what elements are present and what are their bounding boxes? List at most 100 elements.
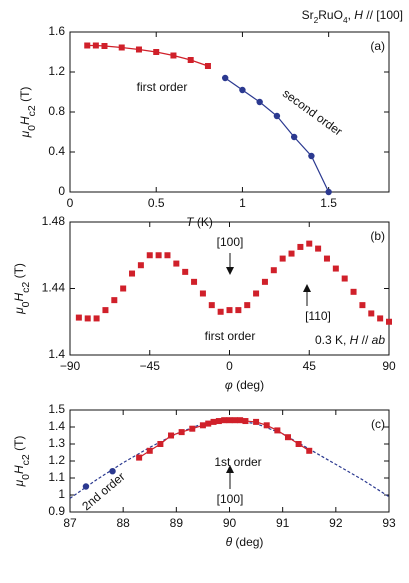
data-point — [273, 112, 281, 120]
x-axis-label: θ (deg) — [226, 535, 264, 549]
y-axis-label-part: H — [12, 293, 26, 302]
data-point — [295, 441, 302, 447]
data-point — [231, 417, 238, 424]
data-point — [239, 86, 246, 94]
data-point — [235, 307, 242, 314]
x-tick-label: 1.5 — [320, 196, 337, 210]
data-point — [221, 74, 229, 82]
y-tick-label: 1.1 — [48, 470, 65, 484]
y-tick-label: 0.9 — [48, 504, 65, 518]
panel-label: (a) — [370, 39, 385, 53]
data-point — [237, 417, 244, 424]
y-axis-label-part: H — [12, 465, 26, 474]
chart-title-part: RuO — [318, 8, 343, 22]
data-point — [178, 429, 185, 436]
data-point — [261, 278, 268, 285]
y-tick-label: 1.6 — [48, 24, 65, 38]
x-tick-label: 1 — [239, 196, 246, 210]
y-tick-label: 1.4 — [48, 419, 65, 433]
y-axis-label-part: μ — [18, 130, 32, 138]
annotation: [100] — [217, 235, 244, 249]
x-tick-label: 88 — [116, 516, 130, 530]
annotation: [100] — [217, 492, 244, 506]
data-point — [75, 314, 82, 321]
data-point — [109, 468, 116, 475]
panel-label: (c) — [371, 417, 385, 431]
x-tick-label: 45 — [303, 359, 317, 373]
annotation: [110] — [305, 309, 331, 323]
y-axis-label-part: c2 — [20, 282, 32, 293]
data-point — [173, 260, 180, 267]
data-point — [135, 46, 142, 53]
y-axis-label-part: 0 — [20, 474, 32, 480]
data-point — [284, 434, 291, 441]
x-tick-label: 93 — [382, 516, 396, 530]
x-tick-label: −90 — [60, 359, 81, 373]
data-point — [182, 268, 189, 275]
x-axis-label-part: φ — [225, 378, 233, 392]
data-point — [137, 262, 144, 269]
data-point — [111, 297, 118, 304]
data-point — [168, 432, 175, 439]
data-point — [146, 447, 153, 454]
data-point — [208, 302, 215, 309]
data-point — [270, 267, 277, 274]
y-axis-label-part: μ — [12, 307, 26, 315]
data-point — [306, 240, 313, 247]
data-point — [359, 302, 366, 309]
y-axis-label-part: μ — [12, 479, 26, 487]
panel-label: (b) — [370, 229, 385, 243]
data-point — [288, 250, 295, 257]
y-axis-label: μ0Hc2 (T) — [12, 436, 32, 488]
data-point — [157, 441, 164, 447]
series-line — [138, 419, 310, 459]
data-point — [199, 290, 206, 297]
chart-title: Sr2RuO4, H // [100] — [302, 8, 403, 25]
y-axis-label-part: (T) — [12, 436, 26, 455]
y-tick-label: 1.44 — [42, 281, 66, 295]
data-point — [217, 308, 224, 315]
data-point — [253, 418, 260, 425]
data-point — [204, 63, 211, 69]
y-axis-label-part: 0 — [20, 301, 32, 307]
data-point — [136, 454, 143, 461]
annotation: first order — [205, 329, 256, 343]
y-axis-label-part: 0 — [26, 125, 38, 131]
data-point — [189, 425, 196, 432]
data-point — [84, 42, 91, 49]
y-tick-label: 0.4 — [48, 144, 65, 158]
plot-frame — [69, 31, 390, 193]
data-point — [297, 243, 304, 250]
data-point — [279, 255, 286, 262]
annotation-part: [100] — [217, 492, 244, 506]
x-tick-label: 92 — [329, 516, 343, 530]
y-axis-label: μ0Hc2 (T) — [12, 263, 32, 315]
series-label: 1st order — [214, 455, 261, 469]
chart-title-part: 4 — [343, 15, 348, 25]
data-point — [226, 417, 233, 424]
data-point — [386, 318, 392, 325]
x-tick-label: −45 — [140, 359, 161, 373]
annotation-part: [100] — [217, 235, 244, 249]
data-point — [92, 42, 99, 49]
y-tick-label: 1.5 — [48, 402, 65, 416]
data-point — [377, 315, 384, 322]
y-tick-label: 1.3 — [48, 436, 65, 450]
y-tick-label: 1.2 — [48, 64, 65, 78]
annotation-part: 0.3 K, — [315, 333, 350, 347]
chart-title-part: 2 — [314, 15, 319, 25]
data-point — [274, 427, 281, 434]
series-line — [224, 77, 330, 193]
chart-title-part: // [100] — [363, 8, 403, 22]
data-point — [215, 418, 222, 425]
x-tick-label: 90 — [382, 359, 396, 373]
data-point — [226, 307, 233, 314]
data-point — [93, 315, 100, 322]
data-point — [290, 133, 298, 141]
chart-title-part: H — [354, 8, 363, 22]
y-axis-label: μ0Hc2 (T) — [18, 87, 38, 139]
series-label: second order — [280, 86, 345, 138]
chart-title-part: Sr — [302, 8, 314, 22]
